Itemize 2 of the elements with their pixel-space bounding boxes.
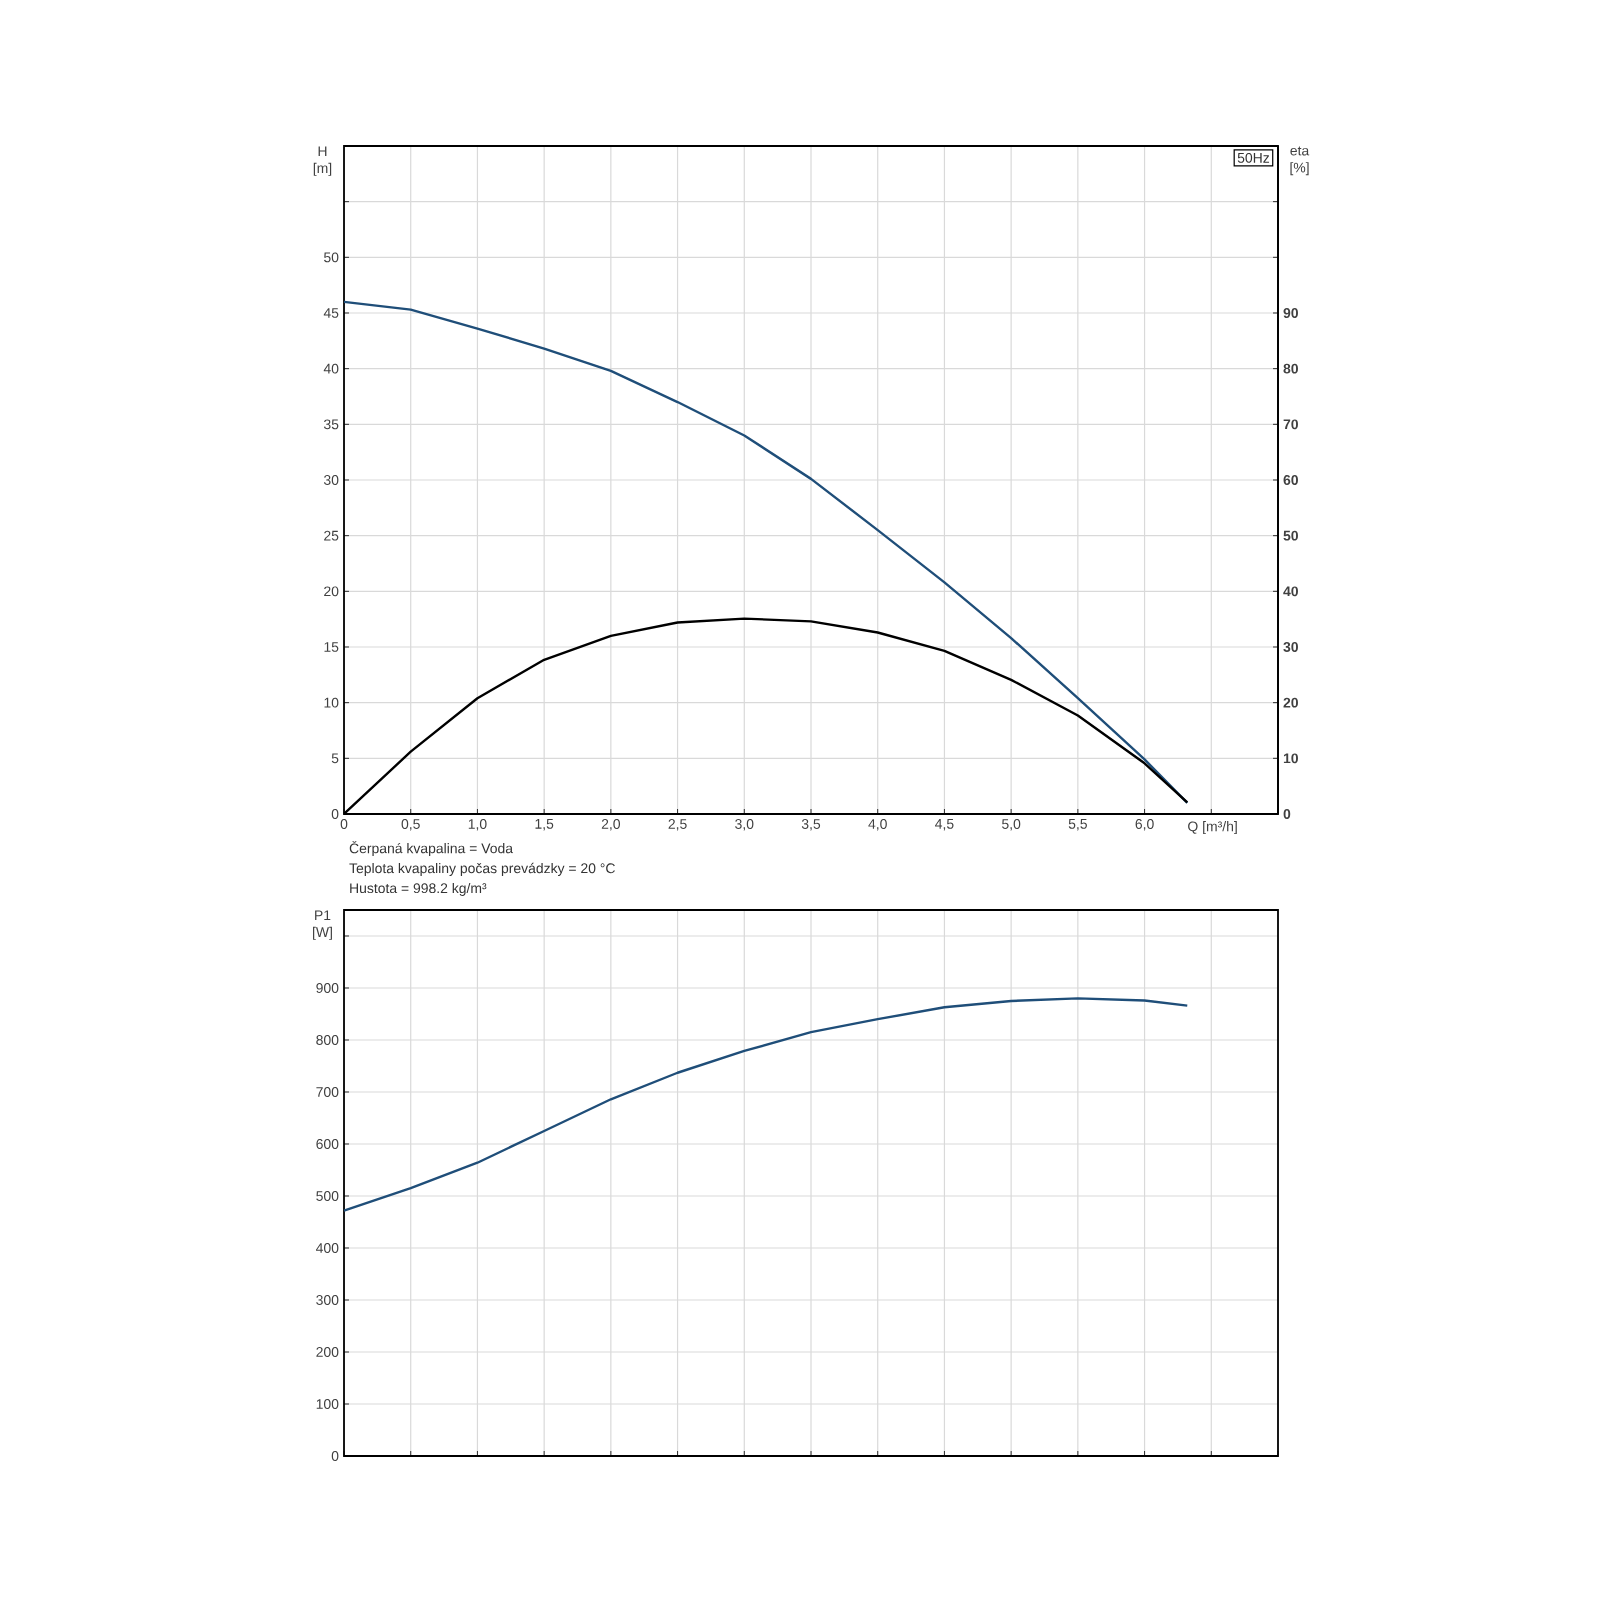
line-series [342, 300, 1189, 805]
line-series [342, 997, 1189, 1212]
